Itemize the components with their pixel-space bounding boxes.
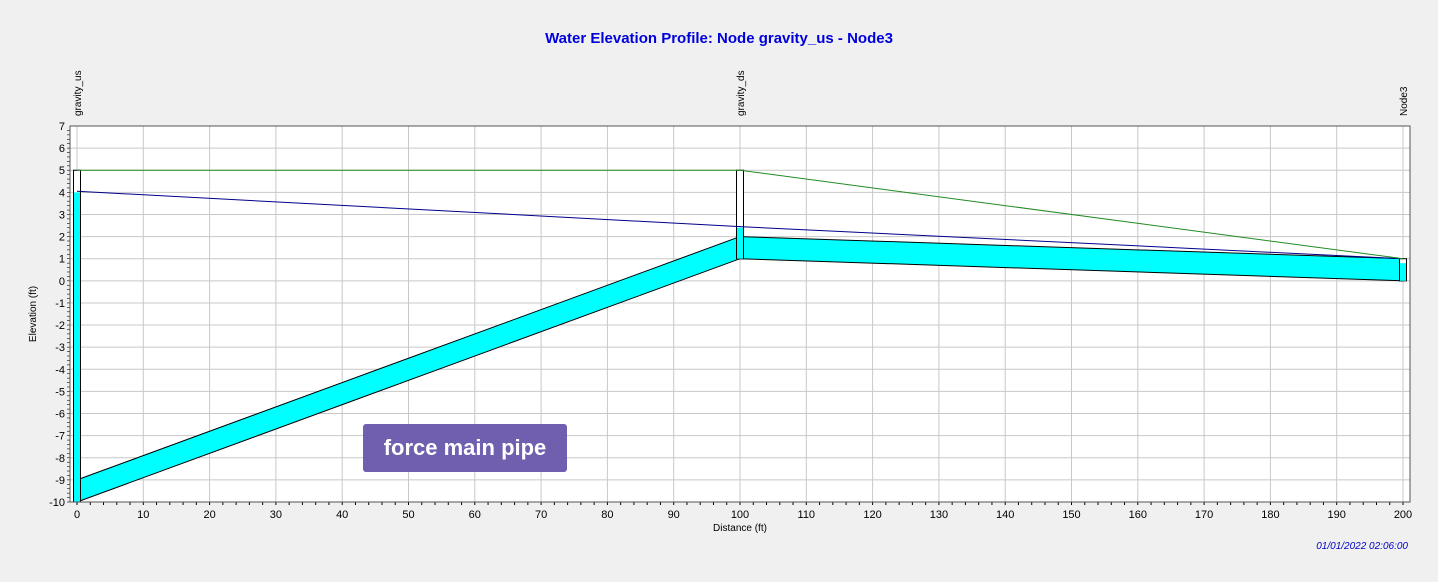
y-tick-label: -4 xyxy=(55,364,65,376)
y-tick-label: 3 xyxy=(59,209,65,221)
x-tick-label: 140 xyxy=(996,509,1014,521)
x-tick-label: 120 xyxy=(863,509,881,521)
y-tick-label: 5 xyxy=(59,165,65,177)
y-tick-label: -9 xyxy=(55,475,65,487)
x-tick-label: 160 xyxy=(1129,509,1147,521)
timestamp: 01/01/2022 02:06:00 xyxy=(1316,541,1408,552)
y-tick-label: 2 xyxy=(59,232,65,244)
y-tick-label: 0 xyxy=(59,276,65,288)
y-tick-label: -1 xyxy=(55,298,65,310)
y-tick-label: -8 xyxy=(55,453,65,465)
x-tick-label: 190 xyxy=(1328,509,1346,521)
x-tick-label: 200 xyxy=(1394,509,1412,521)
y-tick-label: 7 xyxy=(59,121,65,133)
node-label: gravity_ds xyxy=(736,70,747,116)
x-tick-label: 90 xyxy=(668,509,680,521)
x-tick-label: 130 xyxy=(930,509,948,521)
x-tick-label: 60 xyxy=(469,509,481,521)
series-line xyxy=(76,190,1404,260)
x-tick-label: 100 xyxy=(731,509,749,521)
x-tick-label: 150 xyxy=(1062,509,1080,521)
y-tick-label: -3 xyxy=(55,342,65,354)
x-axis-label: Distance (ft) xyxy=(713,523,767,534)
y-tick-label: 6 xyxy=(59,143,65,155)
x-tick-label: 40 xyxy=(336,509,348,521)
x-tick-label: 180 xyxy=(1261,509,1279,521)
x-tick-label: 10 xyxy=(137,509,149,521)
x-tick-label: 30 xyxy=(270,509,282,521)
chart-title: Water Elevation Profile: Node gravity_us… xyxy=(545,30,893,47)
x-tick-label: 110 xyxy=(798,509,816,521)
node-water xyxy=(74,192,80,502)
y-tick-label: -5 xyxy=(55,386,65,398)
y-tick-label: 4 xyxy=(59,187,65,199)
x-tick-label: 70 xyxy=(535,509,547,521)
force-main-pipe-label: force main pipe xyxy=(363,424,567,472)
x-tick-label: 20 xyxy=(203,509,215,521)
y-axis-label: Elevation (ft) xyxy=(28,286,39,342)
plot-frame xyxy=(69,125,1411,503)
y-tick-label: -7 xyxy=(55,431,65,443)
x-tick-label: 80 xyxy=(601,509,613,521)
series-line xyxy=(77,169,1404,260)
x-tick-label: 170 xyxy=(1195,509,1213,521)
node-label: Node3 xyxy=(1399,86,1410,116)
y-tick-label: -6 xyxy=(55,409,65,421)
x-tick-label: 0 xyxy=(74,509,80,521)
x-tick-label: 50 xyxy=(402,509,414,521)
y-tick-label: -2 xyxy=(55,320,65,332)
node-water xyxy=(737,227,743,259)
y-tick-label: -10 xyxy=(49,497,65,509)
y-tick-label: 1 xyxy=(59,254,65,266)
node-label: gravity_us xyxy=(73,70,84,116)
node-water xyxy=(1400,263,1406,281)
